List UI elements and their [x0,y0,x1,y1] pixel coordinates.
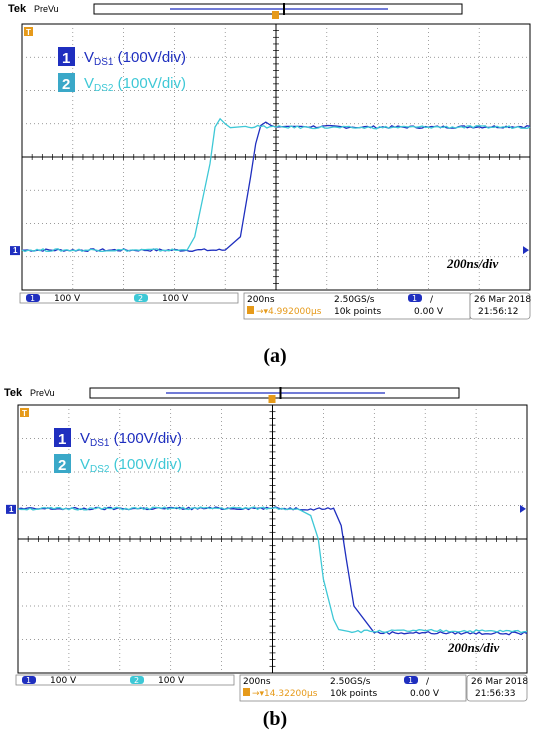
time-readout: 21:56:12 [478,307,518,317]
trigger-marker-icon [24,27,33,36]
channel-readout-box [15,674,235,686]
trigger-position: →▾14.32200µs [252,689,318,699]
ch2-badge-num: 2 [134,676,139,685]
ch1-badge [26,294,40,302]
horizontal-readout-box [243,292,471,320]
trigger-position: →▾4.992000µs [256,307,322,317]
mode-label: PreVu [34,4,59,14]
trigger-position-icon [268,395,276,403]
record-length: 10k points [334,307,381,317]
offscreen-arrow-icon [523,246,529,255]
ch1-ground-marker-icon [10,246,20,256]
legend-ch1-label: VDS1 (100V/div) [84,49,186,68]
trigger-slope-icon: / [430,295,434,305]
timescale-label: 200ns/div [446,256,499,271]
trigger-pos-icon [243,688,250,696]
ch2-badge [134,294,148,302]
legend-ch1-num: 1 [58,431,66,448]
legend-ch2-box [54,454,71,473]
legend-ch1-box [54,428,71,447]
ch2-scale: 100 V [162,294,189,304]
trigger-marker-label: T [22,409,27,418]
trigger-ch-badge [408,294,422,302]
channel-readout-box [19,292,239,304]
date-readout: 26 Mar 2018 [471,677,528,687]
ch1-scale: 100 V [54,294,81,304]
ch2-scale: 100 V [158,676,185,686]
legend-ch2-box [58,73,75,92]
trace-vds2 [17,506,528,634]
ch1-ground-marker-label: 1 [13,246,18,255]
legend-ch2-num: 2 [62,76,70,93]
ch1-ground-marker-icon [6,504,16,514]
ch1-badge [22,676,36,684]
trigger-ch-badge [404,676,418,684]
horizontal-readout-box [239,674,467,702]
mode-label: PreVu [30,388,55,398]
time-readout: 21:56:33 [475,689,515,699]
trigger-level: 0.00 V [410,689,440,699]
legend-ch2-label: VDS2 (100V/div) [80,456,182,475]
datetime-box [469,292,531,320]
trigger-pos-icon [247,306,254,314]
datetime-box [466,674,528,702]
date-readout: 26 Mar 2018 [474,295,531,305]
offscreen-arrow-icon [520,504,526,513]
brand-label: Tek [4,387,23,399]
ch1-scale: 100 V [50,676,77,686]
legend-ch2-label: VDS2 (100V/div) [84,75,186,94]
ch2-badge-num: 2 [138,294,143,303]
timebase: 200ns [243,677,271,687]
legend-ch1-label: VDS1 (100V/div) [80,430,182,449]
trigger-level: 0.00 V [414,307,444,317]
legend-ch1-box [58,47,75,66]
figure-caption: (a) [263,345,286,367]
trigger-marker-label: T [26,28,31,37]
trigger-ch-num: 1 [408,676,413,685]
trigger-slope-icon: / [426,677,430,687]
ch1-badge-num: 1 [30,294,35,303]
timescale-label: 200ns/div [447,640,500,655]
brand-label: Tek [8,3,27,15]
legend-ch1-num: 1 [62,50,70,67]
ch1-ground-marker-label: 1 [9,505,14,514]
scope-panel-b: Tek PreVu T 1 1 VDS1 (100V/div) 2 VDS2 (100V/di… [4,387,528,730]
ch2-badge [130,676,144,684]
trace-vds2 [21,117,531,253]
trigger-ch-num: 1 [412,294,417,303]
sample-rate: 2.50GS/s [334,295,375,305]
figure-caption: (b) [263,708,287,730]
ch1-badge-num: 1 [26,676,31,685]
trigger-marker-icon [20,408,29,417]
sample-rate: 2.50GS/s [330,677,371,687]
record-length: 10k points [330,689,377,699]
legend-ch2-num: 2 [58,457,66,474]
timebase: 200ns [247,295,275,305]
scope-panel-a: Tek PreVu T 1 1 VDS1 (100V/div) 2 VDS2 (100V/di… [8,3,531,367]
trigger-position-icon [272,11,279,19]
